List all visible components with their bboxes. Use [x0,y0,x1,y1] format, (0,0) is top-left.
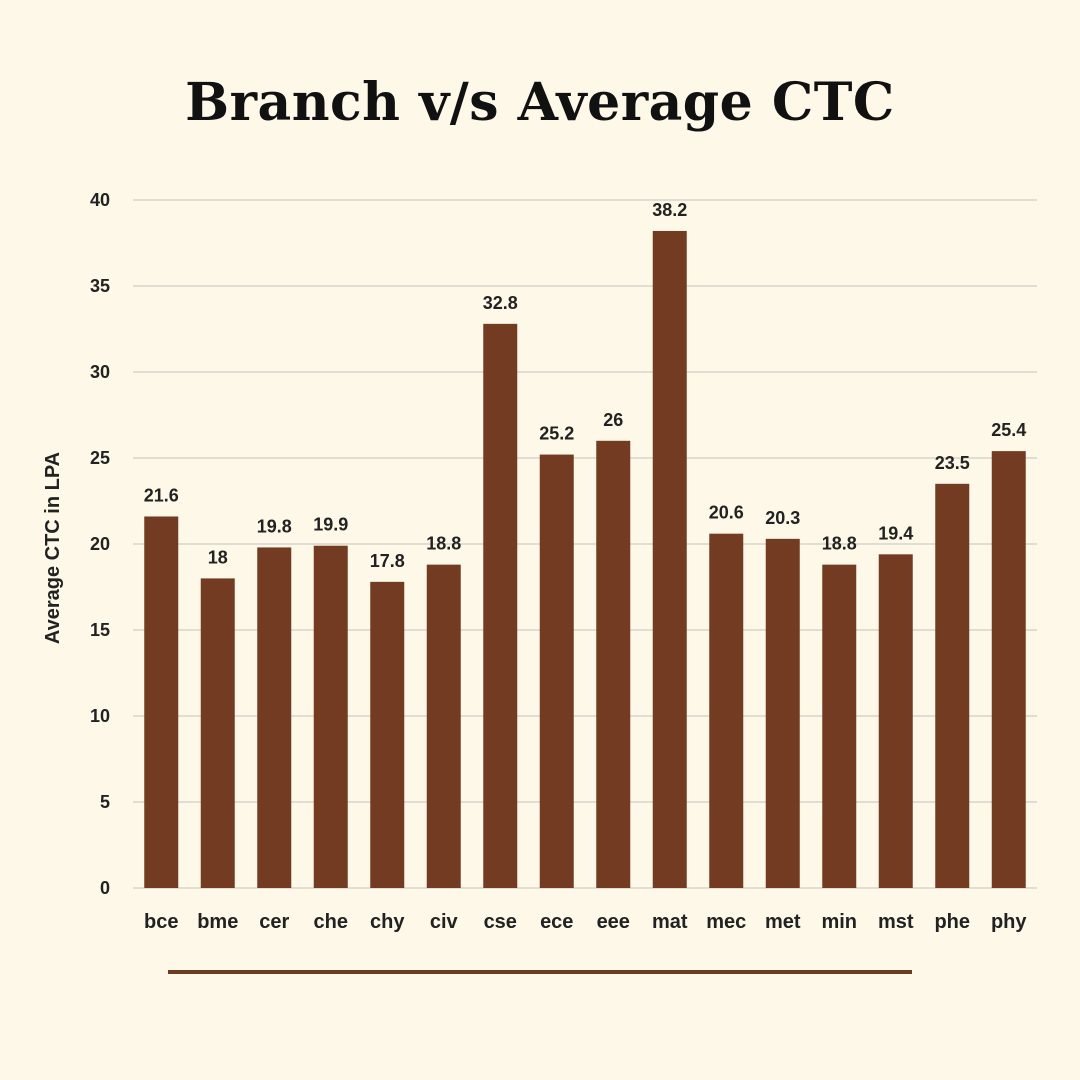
y-tick-label: 0 [100,878,110,898]
bar-ece [539,454,574,888]
bar-che [313,545,348,888]
data-label-bme: 18 [208,547,228,567]
data-label-mat: 38.2 [652,200,687,220]
bar-mat [652,230,687,888]
data-label-met: 20.3 [765,508,800,528]
x-axis-categories: bce bme cer che chy civ cse ece eee mat mec met min m… [144,911,1027,933]
y-tick-label: 40 [90,190,110,210]
x-category-label-bme: bme [197,911,238,933]
y-tick-label: 30 [90,362,110,382]
bar-mec [709,533,744,888]
x-category-label-cer: cer [259,911,289,933]
x-category-label-civ: civ [430,911,459,933]
data-label-civ: 18.8 [426,534,461,554]
data-labels: 21.6 18 19.8 19.9 17.8 18.8 32.8 25.2 26 38.2 20.6… [144,200,1027,571]
data-label-cer: 19.8 [257,516,292,536]
data-label-mec: 20.6 [709,503,744,523]
data-label-chy: 17.8 [370,551,405,571]
data-label-phe: 23.5 [935,453,970,473]
bar-mst [878,554,913,888]
x-category-label-cse: cse [484,911,517,933]
bars [144,230,1026,889]
x-category-label-che: che [314,911,348,933]
x-category-label-ece: ece [540,911,573,933]
bar-phy [991,451,1026,888]
bar-chy [370,581,405,888]
bar-eee [596,440,631,888]
divider-line [168,970,912,974]
chart-title: Branch v/s Average CTC [185,72,895,133]
data-label-che: 19.9 [313,515,348,535]
x-category-label-chy: chy [370,911,405,933]
x-category-label-eee: eee [597,911,630,933]
y-tick-label: 5 [100,792,110,812]
data-label-bce: 21.6 [144,485,179,505]
data-label-phy: 25.4 [991,420,1026,440]
x-category-label-phe: phe [934,911,970,933]
data-label-mst: 19.4 [878,523,913,543]
y-tick-label: 20 [90,534,110,554]
data-label-min: 18.8 [822,534,857,554]
y-tick-label: 15 [90,620,110,640]
x-category-label-mec: mec [706,911,746,933]
x-category-label-mst: mst [878,911,914,933]
y-tick-label: 25 [90,448,110,468]
bar-cse [483,323,518,889]
bar-bme [200,578,235,888]
x-category-label-met: met [765,911,801,933]
bar-phe [935,483,970,888]
data-label-eee: 26 [603,410,623,430]
x-category-label-min: min [821,911,857,933]
x-category-label-bce: bce [144,911,178,933]
data-label-ece: 25.2 [539,424,574,444]
y-tick-label: 10 [90,706,110,726]
bar-met [765,538,800,888]
x-category-label-mat: mat [652,911,688,933]
data-label-cse: 32.8 [483,293,518,313]
bar-civ [426,564,461,888]
bar-min [822,564,857,888]
x-category-label-phy: phy [991,911,1027,933]
bar-cer [257,547,292,888]
y-axis-title: Average CTC in LPA [42,452,64,644]
y-tick-label: 35 [90,276,110,296]
y-axis-ticks: 0 5 10 15 20 25 30 35 40 [90,190,110,898]
bar-bce [144,516,179,888]
